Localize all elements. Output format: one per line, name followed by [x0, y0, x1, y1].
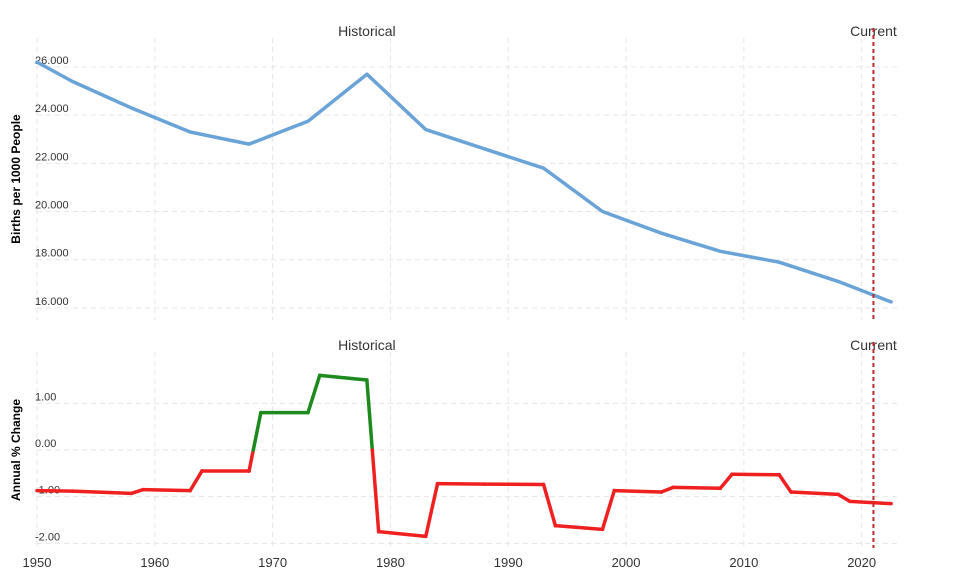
positive-change-segment: [365, 378, 375, 452]
negative-change-segment: [129, 487, 145, 496]
x-tick-label: 1990: [494, 555, 523, 570]
historical-annotation: Historical: [338, 337, 396, 353]
negative-change-segment: [553, 523, 605, 532]
positive-change-segment: [306, 373, 322, 415]
y-tick-label: 22.000: [35, 151, 69, 163]
x-tick-label: 1960: [140, 555, 169, 570]
negative-change-segment: [141, 487, 192, 493]
y-tick-label: 16.000: [35, 296, 69, 308]
negative-change-segment: [541, 482, 558, 528]
historical-annotation: Historical: [338, 23, 396, 39]
x-tick-label: 2020: [847, 555, 876, 570]
negative-change-segment: [718, 472, 734, 491]
birth-rate-line: [35, 60, 893, 304]
positive-change-segment: [317, 373, 369, 382]
y-axis-label: Births per 1000 People: [9, 114, 23, 244]
negative-change-segment: [424, 481, 440, 539]
negative-change-segment: [247, 448, 256, 473]
negative-change-segment: [612, 488, 664, 494]
y-tick-label: 20.000: [35, 200, 69, 212]
x-tick-label: 1980: [376, 555, 405, 570]
y-tick-label: 0.00: [35, 438, 56, 450]
y-tick-label: -2.00: [35, 531, 60, 543]
negative-change-segment: [789, 490, 840, 497]
negative-change-segment: [376, 529, 428, 539]
x-tick-label: 2000: [612, 555, 641, 570]
y-tick-label: 1.00: [35, 391, 56, 403]
negative-change-segment: [188, 469, 204, 493]
x-tick-label: 2010: [729, 555, 758, 570]
births-chart-panel: 16.00018.00020.00022.00024.00026.000Birt…: [9, 23, 897, 320]
negative-change-segment: [848, 499, 893, 506]
y-tick-label: 24.000: [35, 103, 69, 115]
negative-change-segment: [671, 485, 723, 491]
negative-change-segment: [600, 488, 617, 532]
negative-change-segment: [370, 448, 381, 534]
y-tick-label: 18.000: [35, 248, 69, 260]
negative-change-segment: [659, 485, 675, 494]
positive-change-segment: [251, 410, 263, 452]
x-tick-label: 1970: [258, 555, 287, 570]
negative-change-segment: [777, 472, 793, 494]
negative-change-segment: [70, 489, 133, 496]
y-axis-label: Annual % Change: [9, 399, 23, 501]
negative-change-segment: [836, 492, 852, 504]
x-tick-label: 1950: [23, 555, 52, 570]
